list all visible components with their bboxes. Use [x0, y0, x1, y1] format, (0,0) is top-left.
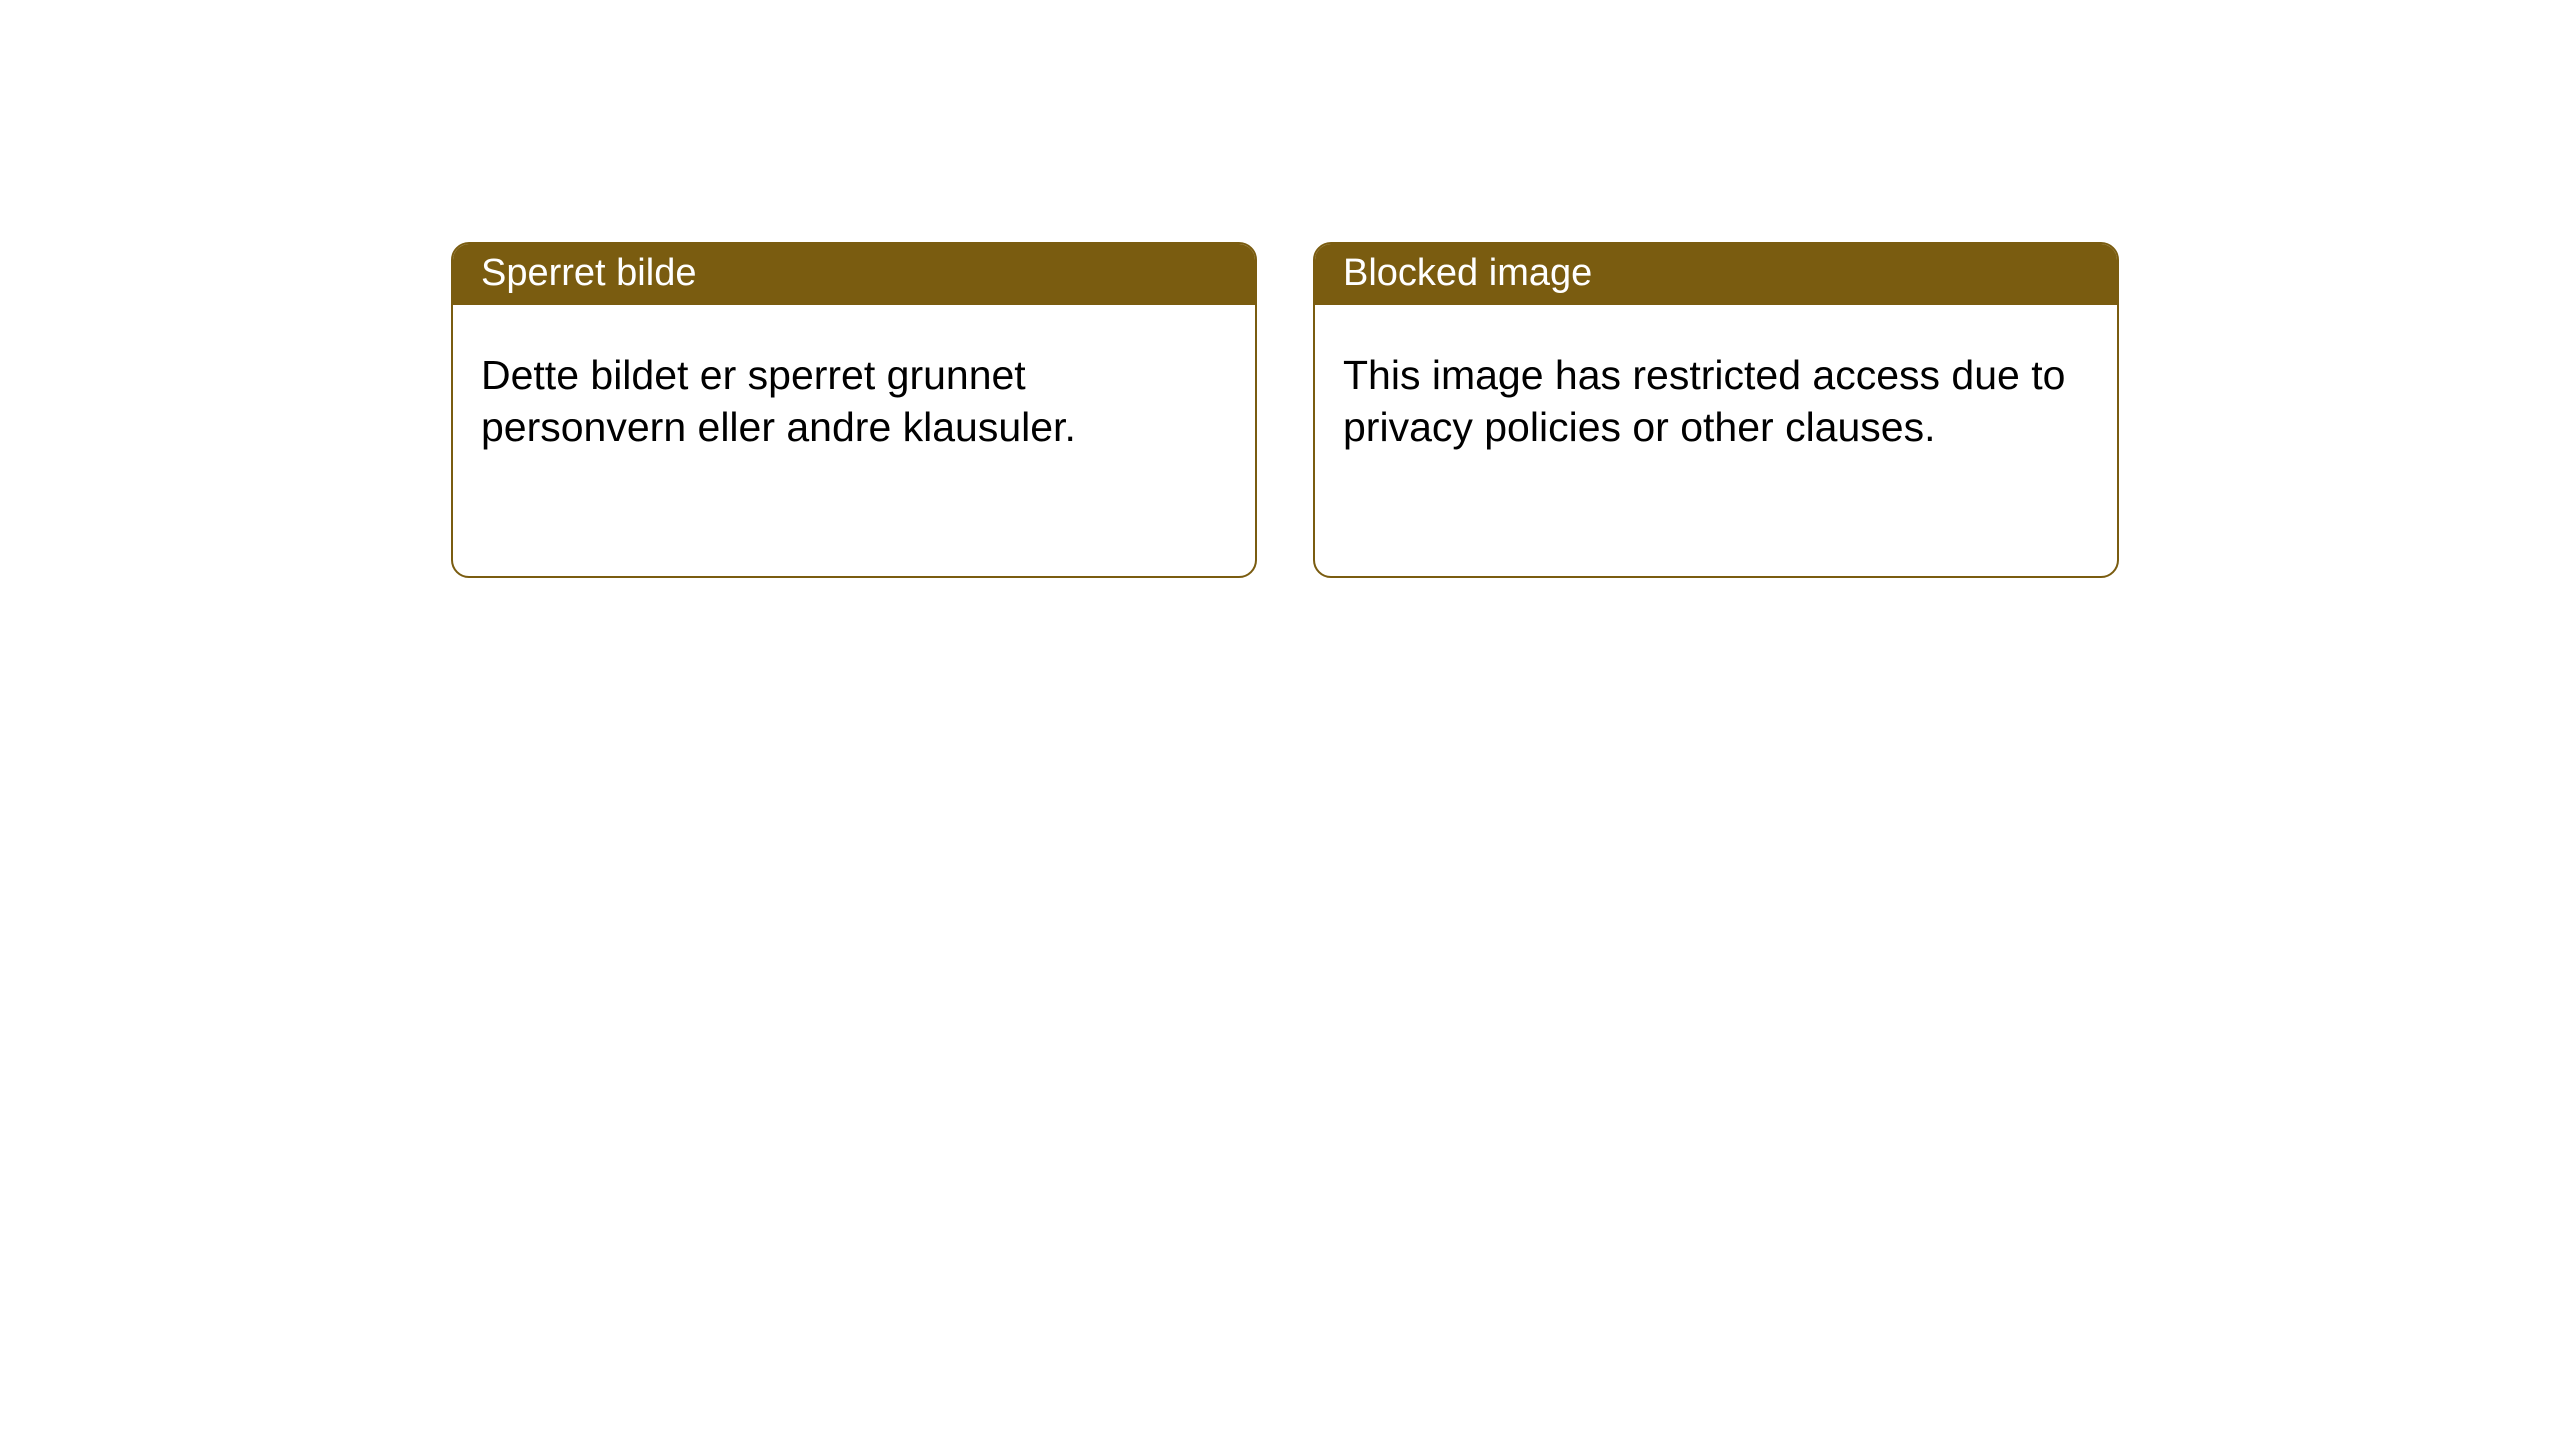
notice-card-header: Sperret bilde [453, 244, 1255, 305]
notice-card-norwegian: Sperret bilde Dette bildet er sperret gr… [451, 242, 1257, 578]
notice-container: Sperret bilde Dette bildet er sperret gr… [0, 0, 2560, 578]
notice-card-header: Blocked image [1315, 244, 2117, 305]
notice-card-body: Dette bildet er sperret grunnet personve… [453, 305, 1255, 482]
notice-card-english: Blocked image This image has restricted … [1313, 242, 2119, 578]
notice-card-body: This image has restricted access due to … [1315, 305, 2117, 482]
